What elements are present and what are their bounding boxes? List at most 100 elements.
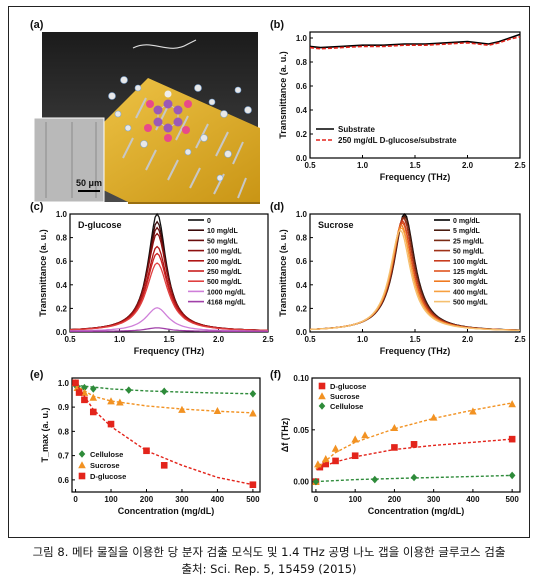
x-tick-label: 0.5 [304,161,316,170]
data-point [429,413,438,421]
sem-inset-image [33,117,105,203]
data-point [469,407,477,415]
sem-slot-lines [45,122,97,198]
series-line-0 [309,33,521,49]
y-axis-label: T_max (a. u.) [40,407,50,462]
data-point [80,388,89,396]
scale-bar-label: 50 μm [76,178,102,188]
data-point [89,393,98,401]
x-tick-label: 2.0 [462,335,474,344]
y-tick-label: 1.0 [56,210,68,219]
y-tick-label: 1.0 [58,379,70,388]
y-tick-label: 0.6 [296,257,308,266]
y-tick-label: 0.0 [56,328,68,337]
data-point [72,379,79,387]
y-tick-label: 1.0 [296,210,308,219]
legend-marker [318,402,326,410]
data-point [89,408,97,416]
legend-label: Substrate [338,125,375,134]
panel-f-chart: (f) 0 100 200 300 400 500 0.00 0.05 0.10 Concentra… [270,369,521,516]
data-point [107,397,115,405]
legend-label: 0 mg/dL [453,218,481,225]
y-tick-label: 1.0 [296,34,308,43]
panel-e-label: (e) [30,369,44,381]
data-point [508,435,516,443]
thz-beam-line [132,39,197,49]
legend-label: 0 [207,218,211,225]
x-axis-label: Frequency (THz) [380,172,451,182]
caption-line-2: 출처: Sci. Rep. 5, 15459 (2015) [181,562,357,576]
legend-label: 250 mg/dL [207,269,242,276]
x-axis-label: Frequency (THz) [134,346,205,356]
y-tick-label: 0.6 [296,82,308,91]
data-point [125,386,133,394]
x-tick-label: 1.0 [357,335,369,344]
y-axis-label: Transmittance (a. u.) [278,51,288,139]
data-point [361,431,369,439]
x-tick-label: 1.5 [409,161,421,170]
legend-label: Cellulose [330,402,363,411]
data-point [332,457,339,465]
x-tick-label: 0.5 [304,335,316,344]
plot-frame [71,377,261,493]
legend-label: 100 mg/dL [207,249,242,256]
y-tick-label: 0.6 [58,476,70,485]
y-tick-label: 0.05 [293,426,309,435]
data-point [508,400,516,408]
panel-c-label: (c) [30,201,44,213]
sugar-molecule [144,90,192,142]
data-point [143,447,150,455]
series-line-8 [70,327,268,333]
y-tick-label: 0.4 [296,106,308,115]
panel-a-label: (a) [30,19,44,31]
legend-label: 50 mg/dL [453,249,484,256]
x-tick-label: 2.0 [213,335,225,344]
panel-a-schematic: (a) [30,19,260,204]
legend-label: 200 mg/dL [207,259,242,266]
figure-caption: 그림 8. 메타 물질을 이용한 당 분자 검출 모식도 및 1.4 THz 공… [0,544,538,578]
water-molecules [108,76,252,182]
metamaterial-surface [58,78,260,202]
legend-label: 250 mg/dL D-glucose/substrate [338,136,457,145]
series-line-8 [309,228,520,331]
y-tick-label: 0.2 [296,304,308,313]
y-tick-label: 0.4 [296,281,308,290]
legend-label: Sucrose [330,392,360,401]
y-tick-label: 0.4 [56,281,68,290]
legend-marker [318,392,326,400]
data-point [390,423,399,432]
x-tick-label: 2.0 [462,161,474,170]
y-axis-label: Transmittance (a. u.) [38,229,48,317]
panel-d-label: (d) [270,201,284,213]
x-tick-label: 1.0 [114,335,126,344]
y-tick-label: 0.7 [58,452,70,461]
panel-f-label: (f) [270,369,281,381]
panel-e-chart: (e) 0 100 200 300 400 500 0.6 0.7 0.8 0.9 1.0 Concen… [30,369,261,516]
x-tick-label: 400 [466,495,480,504]
legend-marker [318,382,326,390]
data-point [178,405,186,413]
data-point [249,389,257,398]
series-line-5 [309,221,521,331]
y-tick-label: 0.8 [56,234,68,243]
series-line-1 [309,36,521,50]
figure-frame [8,6,530,538]
y-tick-label: 0.6 [56,257,68,266]
data-point [410,441,418,448]
y-tick-label: 0.0 [296,328,308,337]
x-tick-label: 0 [73,495,78,504]
x-axis-label: Concentration (mg/dL) [118,506,215,516]
data-point [321,455,330,463]
panel-d-chart: (d) 0.5 1.0 1.5 2.0 2.5 0.0 0.2 0.4 0.6 0.8 1.0 Freq… [270,201,526,356]
legend-label: 300 mg/dL [453,279,488,286]
y-axis-label: Transmittance (a. u.) [278,229,288,317]
legend-label: D-glucose [90,472,126,481]
x-tick-label: 500 [505,495,519,504]
y-tick-label: 0.00 [293,478,309,487]
data-point [160,462,168,469]
x-tick-label: 1.0 [357,161,369,170]
legend-marker [78,472,86,480]
legend-label: 1000 mg/dL [207,289,246,296]
legend-marker [78,461,86,469]
y-tick-label: 0.8 [58,427,70,436]
